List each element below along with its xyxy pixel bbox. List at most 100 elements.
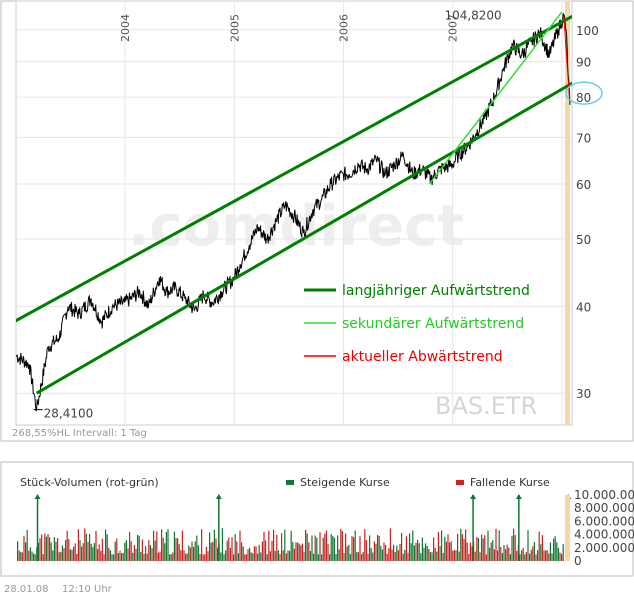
volume-bar <box>429 551 431 561</box>
volume-bar <box>551 553 553 561</box>
volume-bar <box>23 535 25 561</box>
volume-bar <box>465 529 467 561</box>
volume-bar <box>293 548 295 561</box>
volume-bar <box>434 547 436 561</box>
volume-bar <box>185 553 187 561</box>
volume-bar <box>95 530 97 561</box>
volume-bar <box>169 554 171 561</box>
volume-bar <box>501 553 503 561</box>
volume-bar <box>41 534 43 561</box>
volume-bar <box>330 534 332 561</box>
volume-bar <box>549 542 551 561</box>
trendline <box>16 14 572 323</box>
volume-bar <box>311 535 313 561</box>
volume-bar <box>487 530 489 561</box>
volume-bar <box>257 553 259 561</box>
volume-bar <box>402 553 404 561</box>
volume-bar <box>79 540 81 561</box>
volume-bar <box>471 546 473 561</box>
volume-bar <box>495 528 497 561</box>
volume-bar <box>138 535 140 561</box>
volume-legend-label: Fallende Kurse <box>470 476 550 489</box>
volume-bar <box>133 545 135 561</box>
trend-legend: langjähriger Aufwärtstrend sekundärer Auf… <box>304 283 530 365</box>
volume-bar <box>338 549 340 561</box>
volume-bar <box>348 544 350 561</box>
volume-bar <box>57 538 59 561</box>
volume-title: Stück-Volumen (rot-grün) <box>20 476 159 489</box>
volume-bar <box>389 528 391 561</box>
volume-bar <box>268 530 270 561</box>
volume-bar <box>106 534 108 561</box>
volume-legend-label: Steigende Kurse <box>300 476 390 489</box>
volume-bar <box>461 534 463 561</box>
volume-bar <box>492 540 494 561</box>
volume-bar <box>524 554 526 561</box>
volume-bar <box>367 553 369 561</box>
volume-bar <box>335 553 337 561</box>
volume-bar <box>497 550 499 561</box>
volume-bar <box>442 553 444 561</box>
volume-bar <box>458 551 460 561</box>
volume-legend-swatch <box>286 480 294 485</box>
volume-bar <box>417 539 419 561</box>
volume-bar <box>557 547 559 561</box>
volume-bar <box>26 530 28 561</box>
volume-bar <box>20 551 22 561</box>
volume-bar <box>116 538 118 561</box>
volume-bar <box>405 536 407 561</box>
y-tick-label: 60 <box>576 178 591 192</box>
y-tick-label: 70 <box>576 131 591 145</box>
volume-bar <box>229 547 231 561</box>
volume-bar <box>316 537 318 561</box>
volume-bar <box>49 537 51 561</box>
volume-bar <box>196 535 198 561</box>
volume-bar <box>319 532 321 561</box>
volume-bar <box>303 552 305 561</box>
volume-bar <box>305 529 307 561</box>
volume-bar <box>394 552 396 561</box>
volume-bar <box>513 528 515 561</box>
volume-bar <box>426 546 428 561</box>
volume-legend: Steigende Kurse Fallende Kurse <box>286 476 550 489</box>
volume-bar <box>380 545 382 561</box>
volume-bar <box>247 549 249 561</box>
volume-bar <box>90 543 92 561</box>
volume-bar <box>545 550 547 561</box>
volume-bar <box>141 539 143 561</box>
volume-bar <box>421 537 423 561</box>
volume-bar <box>349 554 351 561</box>
volume-bar <box>77 529 79 561</box>
volume-bar <box>351 536 353 561</box>
volume-bar <box>146 553 148 561</box>
volume-bar <box>156 531 158 561</box>
volume-legend-swatch <box>456 480 464 485</box>
volume-bar <box>532 546 534 561</box>
volume-bar <box>45 536 47 561</box>
volume-bar <box>353 537 355 561</box>
volume-bar <box>439 545 441 561</box>
volume-tick-label: 10.000.000 <box>574 488 634 502</box>
volume-bar <box>85 533 87 561</box>
volume-bar <box>87 541 89 561</box>
volume-bar <box>378 536 380 561</box>
volume-bar <box>191 541 193 561</box>
volume-bar <box>477 538 479 561</box>
volume-bar <box>239 530 241 561</box>
trendlines <box>16 11 572 395</box>
volume-bar <box>108 547 110 561</box>
volume-bar <box>337 535 339 561</box>
volume-current-highlight <box>565 495 570 561</box>
volume-bar <box>514 535 516 561</box>
volume-bar <box>343 552 345 561</box>
volume-bar <box>215 538 217 561</box>
volume-bar <box>447 534 449 561</box>
volume-bar <box>258 544 260 561</box>
volume-bar <box>244 554 246 561</box>
volume-bar <box>194 541 196 561</box>
volume-bar <box>420 553 422 561</box>
volume-peaks <box>34 494 572 561</box>
volume-bar <box>484 535 486 561</box>
volume-bar <box>556 542 558 561</box>
